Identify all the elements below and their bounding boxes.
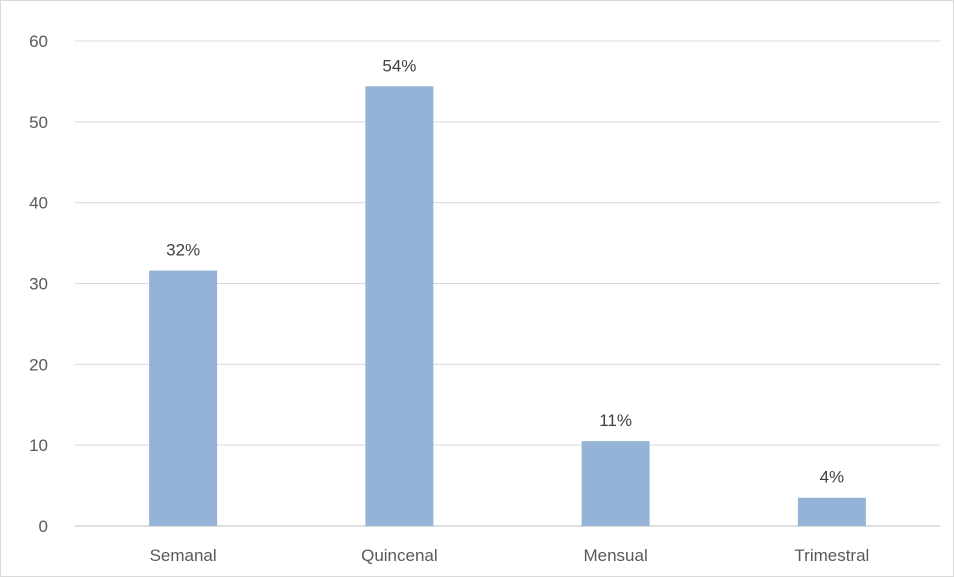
bar-trimestral bbox=[797, 497, 866, 526]
y-tick-label: 20 bbox=[29, 355, 48, 374]
data-label-semanal: 32% bbox=[166, 241, 200, 260]
data-labels: 32% 54% 11% 4% bbox=[166, 56, 844, 486]
bars bbox=[149, 86, 866, 527]
y-tick-label: 30 bbox=[29, 275, 48, 294]
bar-mensual bbox=[581, 441, 650, 526]
x-tick-label-trimestral: Trimestral bbox=[794, 546, 869, 565]
y-axis-ticks: 0 10 20 30 40 50 60 bbox=[29, 32, 48, 536]
x-tick-label-semanal: Semanal bbox=[150, 546, 217, 565]
data-label-quincenal: 54% bbox=[382, 56, 416, 75]
y-tick-label: 60 bbox=[29, 32, 48, 51]
gridlines bbox=[75, 40, 940, 527]
bar-quincenal bbox=[365, 86, 434, 527]
y-tick-label: 50 bbox=[29, 113, 48, 132]
data-label-trimestral: 4% bbox=[820, 468, 845, 487]
y-tick-label: 0 bbox=[39, 517, 48, 536]
y-tick-label: 40 bbox=[29, 194, 48, 213]
x-tick-label-quincenal: Quincenal bbox=[361, 546, 438, 565]
x-axis-ticks: Semanal Quincenal Mensual Trimestral bbox=[150, 546, 870, 565]
data-label-mensual: 11% bbox=[599, 411, 632, 430]
x-tick-label-mensual: Mensual bbox=[583, 546, 647, 565]
bar-semanal bbox=[149, 270, 218, 526]
y-tick-label: 10 bbox=[29, 436, 48, 455]
